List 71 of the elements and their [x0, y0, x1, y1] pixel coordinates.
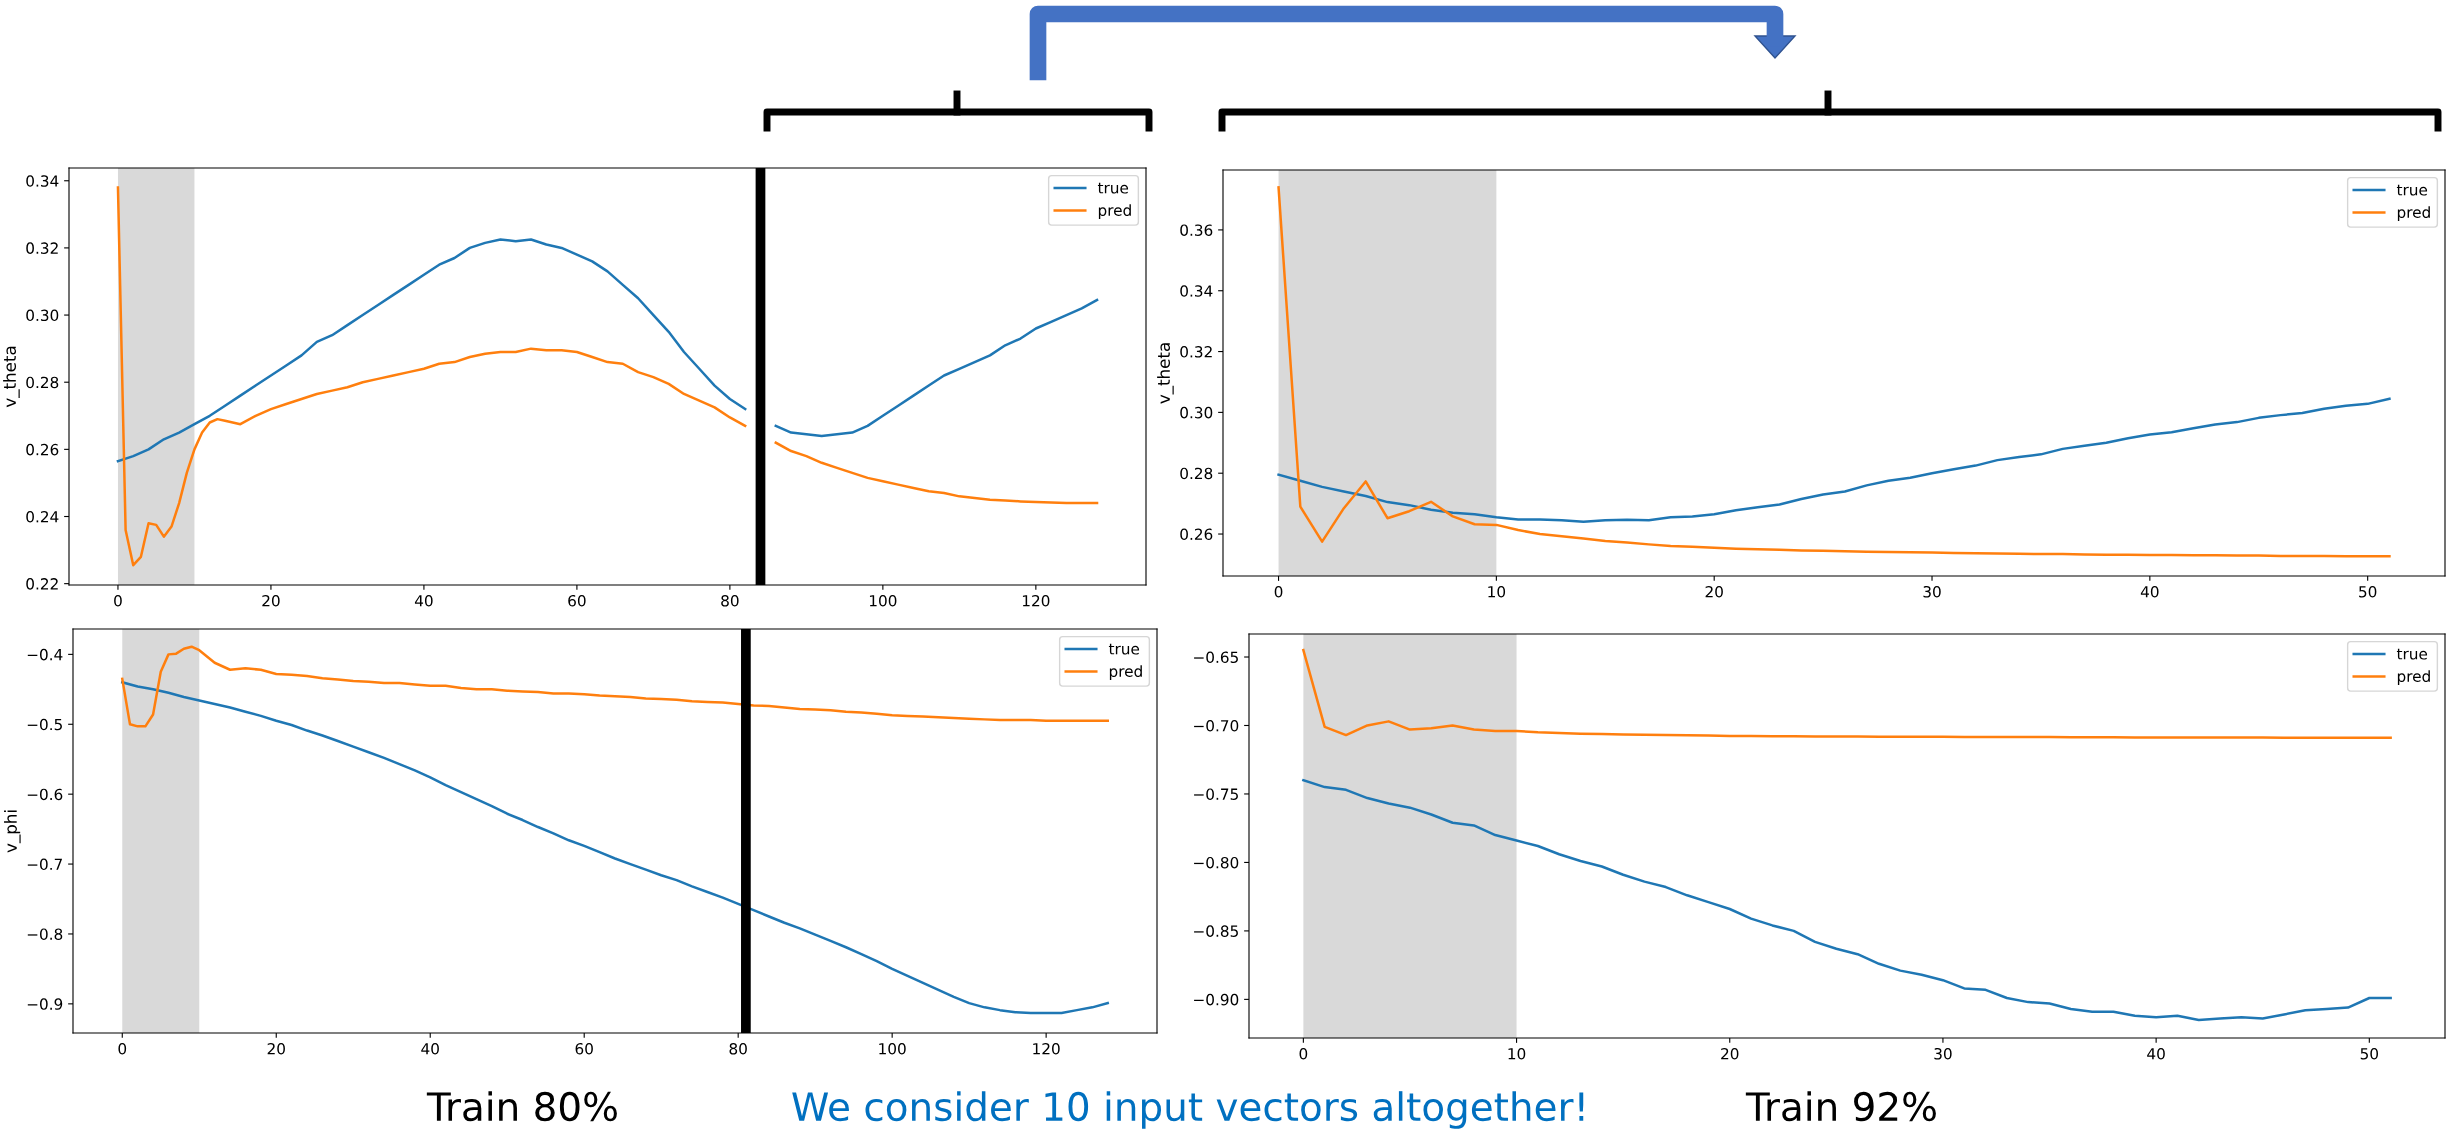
legend-label: pred	[1098, 204, 1131, 219]
y-tick-label: 0.30	[1180, 406, 1213, 419]
y-axis-title: v_theta	[1157, 343, 1174, 404]
x-tick-label: 30	[1934, 1047, 1952, 1060]
line-series	[1302, 648, 2392, 740]
x-tick-label: 40	[414, 594, 433, 607]
y-axis-title: v_phi	[4, 810, 21, 853]
y-tick-label: −0.90	[1194, 993, 1239, 1006]
x-tick-label: 20	[267, 1042, 285, 1055]
legend-label: pred	[1109, 665, 1142, 680]
legend-label: pred	[2397, 206, 2430, 221]
x-tick-label: 80	[721, 594, 739, 607]
y-tick-label: −0.80	[1194, 856, 1239, 869]
x-tick-label: 40	[2147, 1047, 2165, 1060]
x-tick-label: 60	[568, 594, 586, 607]
y-tick-label: 0.32	[1180, 346, 1212, 358]
x-tick-label: 10	[1508, 1047, 1526, 1060]
line-series	[1302, 779, 2392, 1022]
line-series	[1277, 186, 2391, 558]
y-tick-label: 0.34	[1180, 285, 1213, 297]
y-tick-label: 0.26	[1180, 528, 1213, 541]
y-tick-label: 0.36	[1180, 224, 1213, 236]
legend-label: true	[2396, 648, 2428, 660]
x-tick-label: 10	[1488, 585, 1506, 598]
x-tick-label: 40	[421, 1042, 439, 1055]
y-tick-label: −0.65	[1194, 651, 1238, 664]
y-tick-label: 0.24	[26, 510, 59, 523]
x-tick-label: 120	[1022, 594, 1050, 607]
y-tick-label: −0.8	[27, 928, 63, 940]
y-axis-title: v_theta	[3, 346, 20, 408]
y-tick-label: 0.22	[26, 578, 58, 590]
x-tick-label: 60	[575, 1042, 593, 1055]
y-tick-label: 0.34	[26, 175, 59, 187]
text: We consider 10 input vectors altogether!	[792, 1091, 1584, 1129]
x-tick-label: 30	[1923, 585, 1941, 598]
y-tick-label: −0.70	[1194, 719, 1239, 732]
y-tick-label: 0.28	[26, 376, 59, 389]
legend-label: true	[1108, 643, 1140, 655]
y-tick-label: −0.9	[27, 998, 63, 1010]
x-tick-label: 20	[262, 594, 280, 607]
text: Train 80%	[426, 1091, 617, 1122]
x-tick-label: 100	[879, 1042, 906, 1055]
line-series	[121, 645, 1109, 728]
y-tick-label: −0.85	[1194, 925, 1238, 937]
x-tick-label: 50	[2359, 585, 2377, 598]
x-tick-label: 0	[1274, 585, 1283, 598]
y-tick-label: 0.32	[26, 242, 58, 254]
y-tick-label: −0.6	[27, 788, 63, 801]
x-tick-label: 120	[1033, 1042, 1060, 1055]
y-tick-label: −0.75	[1194, 788, 1238, 800]
x-tick-label: 20	[1705, 585, 1723, 598]
x-tick-label: 50	[2360, 1047, 2379, 1060]
y-tick-label: 0.28	[1180, 467, 1213, 480]
x-tick-label: 0	[1299, 1047, 1308, 1060]
line-series	[121, 681, 1109, 1015]
line-series	[1277, 397, 2391, 524]
x-tick-label: 0	[114, 594, 122, 607]
y-tick-label: −0.5	[27, 718, 62, 731]
x-tick-label: 0	[118, 1042, 127, 1055]
legend-label: true	[2396, 184, 2428, 196]
legend-label: true	[1097, 182, 1129, 194]
y-tick-label: 0.26	[26, 443, 59, 456]
y-tick-label: −0.4	[27, 648, 63, 661]
text: Train 92%	[1745, 1091, 1936, 1122]
y-tick-label: 0.30	[26, 309, 59, 322]
x-tick-label: 40	[2140, 585, 2159, 598]
x-tick-label: 80	[729, 1042, 747, 1055]
y-tick-label: −0.7	[27, 858, 62, 871]
x-tick-label: 20	[1721, 1047, 1739, 1060]
x-tick-label: 100	[869, 594, 897, 607]
legend-label: pred	[2397, 670, 2430, 685]
